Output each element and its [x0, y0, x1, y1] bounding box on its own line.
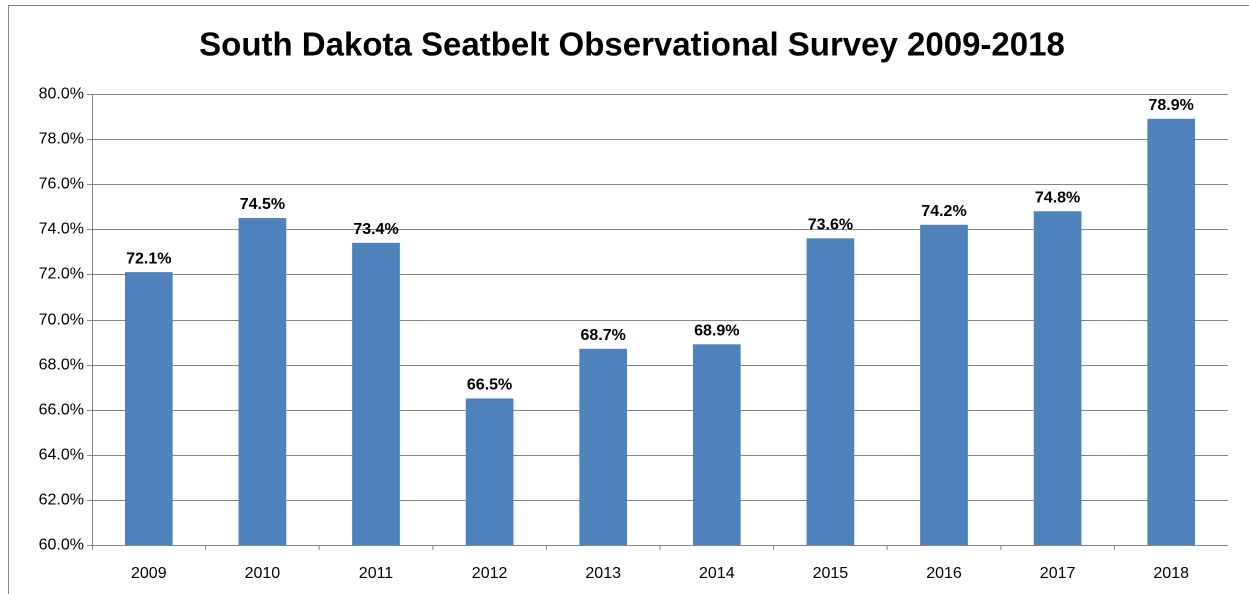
bar — [352, 242, 400, 545]
x-tick-label: 2013 — [585, 565, 621, 582]
data-label: 74.2% — [921, 203, 966, 220]
y-tick-label: 74.0% — [39, 221, 84, 238]
data-label: 68.7% — [581, 327, 626, 344]
bar — [579, 348, 628, 545]
data-label: 66.5% — [467, 377, 512, 394]
y-tick-label: 64.0% — [39, 447, 84, 464]
x-tick-label: 2009 — [131, 565, 167, 582]
data-label: 73.6% — [808, 217, 853, 234]
data-label: 72.1% — [126, 250, 171, 267]
bar — [124, 272, 173, 545]
data-label: 68.9% — [694, 323, 739, 340]
data-label: 74.5% — [240, 196, 285, 213]
x-tick-label: 2014 — [699, 565, 735, 582]
bar — [920, 224, 968, 546]
data-label: 73.4% — [353, 221, 398, 238]
x-tick-label: 2018 — [1153, 565, 1189, 582]
chart-title: South Dakota Seatbelt Observational Surv… — [199, 26, 1065, 63]
x-tick-label: 2012 — [472, 565, 508, 582]
y-tick-label: 78.0% — [39, 131, 84, 148]
y-tick-label: 72.0% — [39, 266, 84, 283]
x-tick-label: 2011 — [359, 565, 394, 582]
bar — [692, 344, 741, 545]
x-tick-label: 2016 — [926, 565, 962, 582]
x-tick-label: 2010 — [245, 565, 281, 582]
data-label: 74.8% — [1035, 189, 1080, 206]
bar — [1147, 118, 1196, 546]
y-tick-label: 66.0% — [39, 402, 84, 419]
bar — [465, 398, 514, 545]
bar — [806, 238, 855, 545]
y-tick-label: 62.0% — [39, 492, 84, 509]
y-tick-label: 80.0% — [39, 86, 84, 103]
y-tick-label: 70.0% — [39, 312, 84, 329]
x-tick-label: 2015 — [813, 565, 849, 582]
bar — [238, 218, 287, 545]
y-tick-label: 68.0% — [39, 357, 84, 374]
bar — [1033, 211, 1082, 545]
x-tick-label: 2017 — [1040, 565, 1076, 582]
y-tick-label: 60.0% — [39, 537, 84, 554]
data-label: 78.9% — [1149, 97, 1194, 114]
y-tick-label: 76.0% — [39, 176, 84, 193]
